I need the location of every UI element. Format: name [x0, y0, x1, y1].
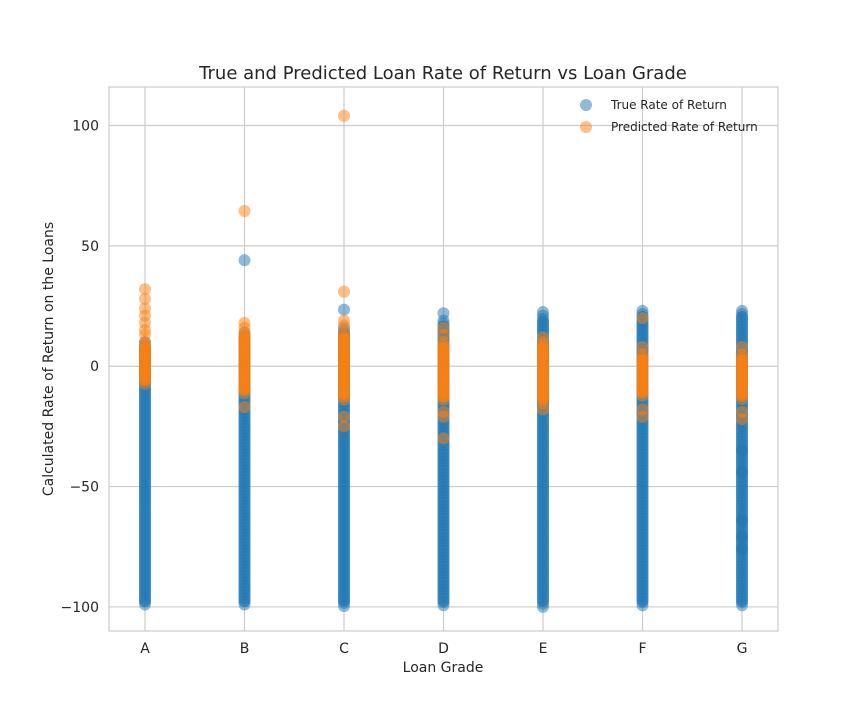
data-point-b	[238, 321, 251, 334]
data-point	[238, 598, 251, 611]
data-point-c	[338, 410, 350, 423]
data-point-a	[139, 328, 151, 341]
data-point-a	[139, 292, 151, 305]
data-point-c	[338, 319, 350, 332]
y-axis-label: Calculated Rate of Return on the Loans	[41, 222, 57, 496]
data-point	[139, 377, 151, 390]
data-point	[437, 599, 450, 612]
x-tick-label-f: F	[638, 641, 646, 657]
x-tick-label-e: E	[539, 641, 548, 657]
x-axis-label: Loan Grade	[403, 660, 484, 676]
x-tick-label-g: G	[737, 641, 748, 657]
data-point-g	[736, 413, 748, 426]
data-point	[636, 599, 649, 612]
data-point	[238, 387, 251, 400]
data-point	[736, 392, 748, 405]
data-points	[139, 109, 748, 613]
legend-marker-true-return	[580, 99, 592, 111]
data-point-e	[537, 331, 549, 344]
tick-labels: A B C D E F G 100 50 0 −50 −100	[61, 119, 748, 657]
data-point	[636, 389, 649, 402]
data-point-c	[338, 109, 350, 122]
data-point-f	[636, 410, 649, 423]
point-band-d	[437, 336, 450, 406]
legend-label-true-return: True Rate of Return	[610, 98, 727, 112]
point-band-c	[338, 326, 350, 406]
point-band-e	[537, 336, 549, 409]
data-point-g	[736, 531, 748, 544]
data-point-d	[437, 410, 450, 423]
data-point-d	[437, 307, 450, 320]
data-point	[537, 600, 549, 613]
data-point-e	[537, 403, 549, 416]
point-band-g	[736, 348, 748, 405]
data-point-c	[338, 303, 350, 316]
x-tick-label-a: A	[140, 641, 150, 657]
data-point-a	[139, 283, 151, 296]
data-point-b	[238, 204, 251, 217]
x-tick-label-b: B	[240, 641, 250, 657]
data-point-e	[537, 306, 549, 319]
data-point-b	[238, 401, 251, 414]
y-tick-label-2: 0	[90, 359, 99, 375]
point-band-a	[139, 336, 151, 390]
data-point-g	[736, 543, 748, 556]
data-point-g	[736, 514, 748, 527]
chart-title: True and Predicted Loan Rate of Return v…	[198, 63, 687, 84]
data-point-d	[437, 432, 450, 445]
data-point	[139, 598, 151, 611]
data-point	[338, 393, 350, 406]
y-tick-label-3: −50	[69, 480, 99, 496]
point-band-b	[238, 326, 251, 400]
data-point-c	[338, 285, 350, 298]
data-point-g	[736, 444, 748, 457]
x-tick-label-d: D	[438, 641, 449, 657]
data-point-d	[437, 328, 450, 341]
data-point-f	[636, 312, 649, 325]
data-point-g	[736, 466, 748, 479]
y-tick-label-4: −100	[61, 600, 99, 616]
series-predicted-rate-of-return	[139, 109, 748, 445]
data-point-c	[338, 420, 350, 433]
point-band-f	[636, 348, 649, 402]
x-tick-label-c: C	[339, 641, 349, 657]
data-point-g	[736, 340, 748, 353]
legend-marker-predicted-return	[580, 121, 592, 133]
y-tick-label-1: 50	[81, 239, 99, 255]
data-point-f	[636, 340, 649, 353]
data-point-b	[238, 254, 251, 267]
y-tick-label-0: 100	[72, 119, 99, 135]
data-point	[437, 393, 450, 406]
data-point	[338, 600, 350, 613]
plot-frame	[108, 86, 779, 632]
legend-label-predicted-return: Predicted Rate of Return	[611, 120, 758, 134]
legend: True Rate of Return Predicted Rate of Re…	[580, 98, 758, 134]
data-point	[736, 599, 748, 612]
